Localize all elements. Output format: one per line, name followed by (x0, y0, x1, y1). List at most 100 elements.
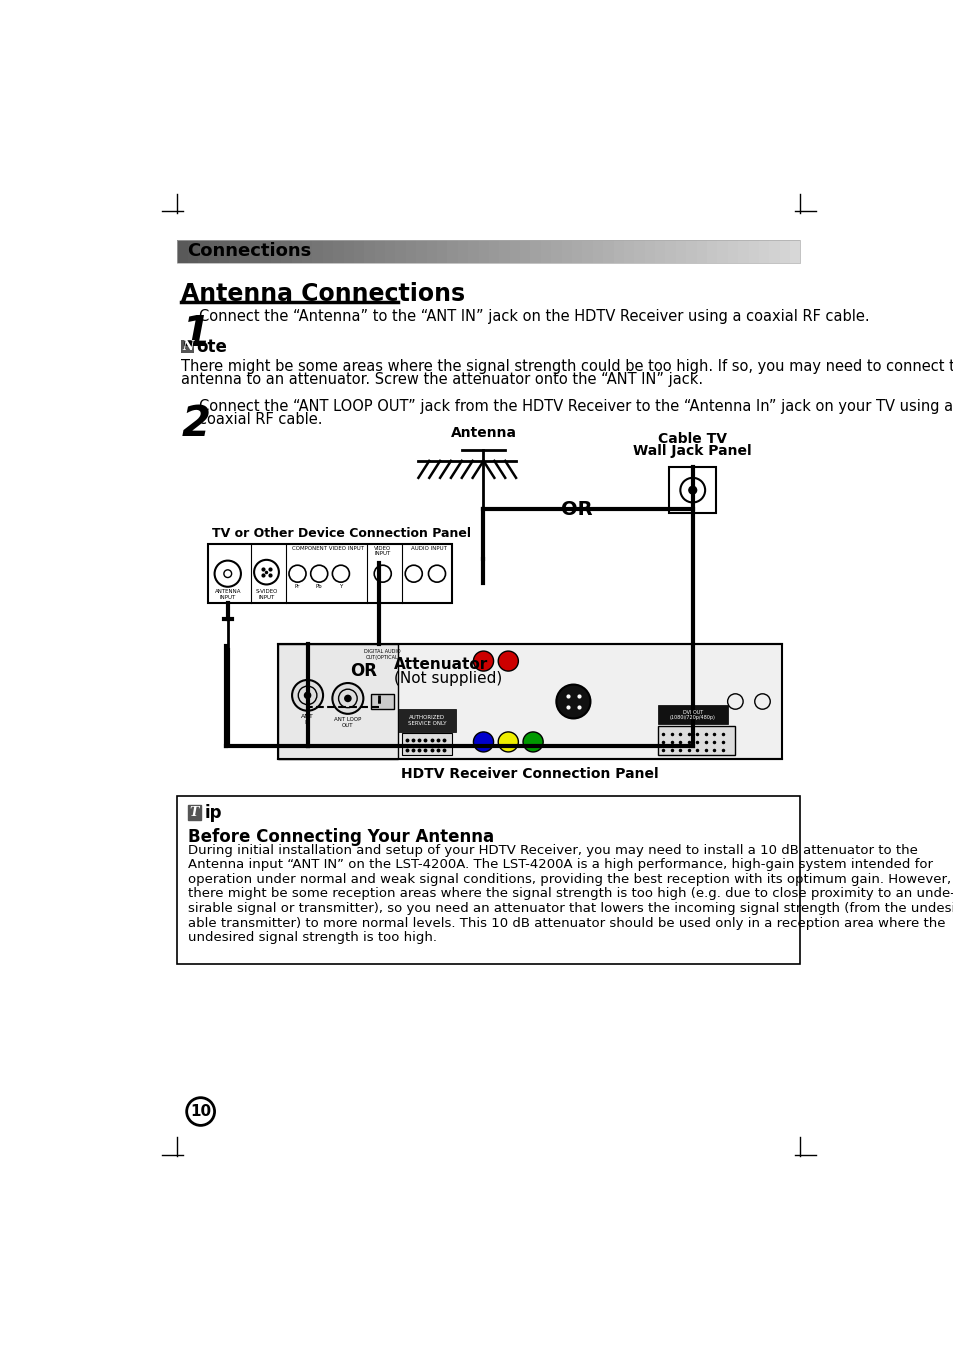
Bar (385, 240, 395, 263)
Bar (271, 240, 281, 263)
Bar (405, 240, 416, 263)
Bar (343, 240, 354, 263)
Text: DVI OUT
(1080i/720p/480p): DVI OUT (1080i/720p/480p) (669, 709, 715, 720)
Text: Pr: Pr (294, 585, 300, 589)
Text: COMPONENT VIDEO INPUT: COMPONENT VIDEO INPUT (293, 546, 364, 551)
Text: 2: 2 (181, 403, 210, 444)
Text: 1: 1 (181, 313, 210, 355)
Bar (602, 240, 613, 263)
Circle shape (473, 732, 493, 753)
Bar (561, 240, 572, 263)
Bar (260, 240, 271, 263)
Bar (779, 240, 789, 263)
Text: ote: ote (196, 338, 228, 355)
Bar (572, 240, 581, 263)
Bar (177, 240, 800, 263)
Bar (372, 654, 385, 700)
Text: ANTENNA
INPUT: ANTENNA INPUT (214, 589, 241, 600)
Text: OR: OR (560, 500, 592, 519)
Bar (333, 240, 343, 263)
Circle shape (497, 651, 517, 671)
Text: There might be some areas where the signal strength could be too high. If so, yo: There might be some areas where the sign… (181, 359, 953, 374)
Bar (696, 240, 706, 263)
Text: 10: 10 (190, 1104, 211, 1119)
Circle shape (332, 684, 363, 713)
Bar (551, 240, 561, 263)
Text: able transmitter) to more normal levels. This 10 dB attenuator should be used on: able transmitter) to more normal levels.… (188, 917, 944, 929)
Bar (395, 240, 405, 263)
Text: undesired signal strength is too high.: undesired signal strength is too high. (188, 931, 436, 944)
Bar (177, 796, 800, 963)
Text: operation under normal and weak signal conditions, providing the best reception : operation under normal and weak signal c… (188, 873, 950, 886)
Bar (198, 240, 209, 263)
Text: S-VIDEO
INPUT: S-VIDEO INPUT (255, 589, 277, 600)
Text: AUDIO INPUT: AUDIO INPUT (411, 546, 447, 551)
Bar (457, 240, 468, 263)
Text: N: N (182, 340, 193, 353)
Text: Wall Jack Panel: Wall Jack Panel (633, 444, 751, 458)
Bar (748, 240, 759, 263)
Bar (375, 240, 385, 263)
Bar (292, 240, 302, 263)
Bar (530, 240, 540, 263)
Text: TV or Other Device Connection Panel: TV or Other Device Connection Panel (212, 527, 471, 540)
Bar (655, 240, 665, 263)
Bar (426, 240, 436, 263)
Bar (519, 240, 530, 263)
Bar (488, 240, 498, 263)
Bar (364, 240, 375, 263)
Text: there might be some reception areas where the signal strength is too high (e.g. : there might be some reception areas wher… (188, 888, 953, 901)
Bar (312, 240, 322, 263)
Bar (436, 240, 447, 263)
Circle shape (522, 732, 542, 753)
Text: VIDEO
INPUT: VIDEO INPUT (374, 546, 391, 557)
Text: sirable signal or transmitter), so you need an attenuator that lowers the incomi: sirable signal or transmitter), so you n… (188, 902, 953, 915)
Circle shape (292, 680, 323, 711)
Text: Antenna input “ANT IN” on the LST-4200A. The LST-4200A is a high performance, hi: Antenna input “ANT IN” on the LST-4200A.… (188, 858, 932, 871)
Text: HDTV Receiver Connection Panel: HDTV Receiver Connection Panel (401, 766, 659, 781)
Circle shape (187, 1097, 214, 1125)
Text: T: T (190, 807, 199, 819)
Bar (665, 240, 675, 263)
Bar (644, 240, 655, 263)
Bar (658, 725, 735, 755)
Circle shape (688, 486, 696, 494)
Bar (447, 240, 457, 263)
Circle shape (556, 685, 590, 719)
Bar (177, 240, 188, 263)
Text: Connections: Connections (187, 242, 311, 261)
Bar (789, 240, 800, 263)
Text: DIGITAL AUDIO
OUT(OPTICAL): DIGITAL AUDIO OUT(OPTICAL) (364, 648, 400, 659)
Text: Cable TV: Cable TV (658, 432, 726, 446)
Bar (344, 661, 382, 682)
Circle shape (344, 696, 351, 701)
Bar (354, 240, 364, 263)
Bar (738, 240, 748, 263)
Bar (468, 240, 478, 263)
Bar (302, 240, 312, 263)
Text: Antenna Connections: Antenna Connections (181, 282, 465, 307)
Bar (375, 644, 382, 654)
Bar (685, 240, 696, 263)
Bar (278, 644, 397, 759)
Text: antenna to an attenuator. Screw the attenuator onto the “ANT IN” jack.: antenna to an attenuator. Screw the atte… (181, 373, 702, 388)
Bar (613, 240, 623, 263)
Text: Before Connecting Your Antenna: Before Connecting Your Antenna (188, 828, 494, 846)
Bar (371, 694, 394, 709)
Bar (208, 544, 452, 604)
Bar (322, 240, 333, 263)
Bar (623, 240, 634, 263)
Text: Pb: Pb (315, 585, 322, 589)
Bar (717, 240, 727, 263)
Bar (239, 240, 250, 263)
Text: AUTHORIZED
SERVICE ONLY: AUTHORIZED SERVICE ONLY (407, 715, 446, 725)
Circle shape (304, 692, 311, 698)
Bar (250, 240, 260, 263)
Bar (397, 709, 456, 732)
Bar (669, 467, 716, 513)
Bar (509, 240, 519, 263)
Text: ANT LOOP
OUT: ANT LOOP OUT (334, 717, 361, 728)
Bar (581, 240, 592, 263)
Bar (218, 240, 229, 263)
Bar (229, 240, 239, 263)
